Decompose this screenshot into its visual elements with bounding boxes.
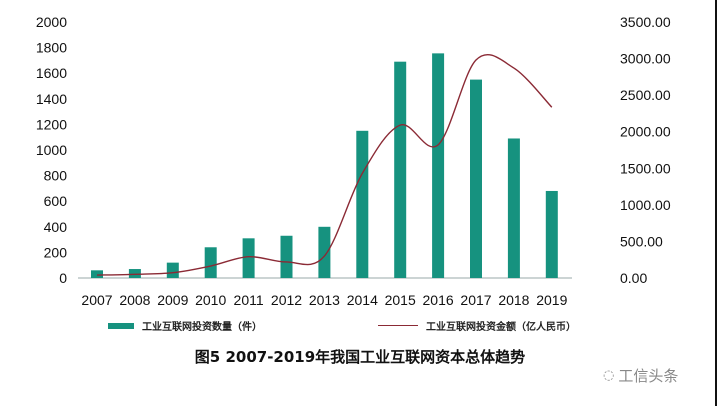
watermark-text: 工信头条: [618, 367, 679, 385]
y-left-tick-label: 1600: [36, 65, 67, 81]
bar-2016: [432, 53, 445, 278]
y-right-tick-label: 500.00: [620, 233, 663, 249]
legend-item-bar: 工业互联网投资数量（件）: [108, 318, 262, 333]
x-tick-label: 2010: [195, 292, 226, 308]
bar-2011: [242, 238, 255, 278]
bar-2013: [318, 226, 331, 278]
legend-item-line: 工业互联网投资金额（亿人民币）: [378, 318, 576, 333]
y-left-tick-label: 1400: [36, 91, 67, 107]
legend-swatch-bar: [108, 322, 134, 329]
x-tick-label: 2016: [423, 292, 454, 308]
x-tick-label: 2007: [81, 292, 112, 308]
y-left-tick-label: 200: [44, 244, 68, 260]
x-tick-label: 2011: [234, 292, 264, 308]
y-right-tick-label: 0.00: [620, 270, 647, 286]
right-border: [715, 0, 717, 406]
y-left-tick-label: 2000: [36, 14, 67, 30]
watermark: ◌ 工信头条: [603, 365, 678, 386]
y-right-tick-label: 2500.00: [620, 87, 671, 103]
chart-title: 图5 2007-2019年我国工业互联网资本总体趋势: [194, 348, 526, 366]
y-right-tick-label: 1500.00: [620, 160, 671, 176]
bar-2018: [507, 138, 520, 278]
wechat-icon: ◌: [603, 368, 615, 383]
legend-label-bar: 工业互联网投资数量（件）: [142, 322, 262, 333]
x-tick-label: 2017: [460, 292, 491, 308]
bar-2010: [204, 247, 217, 278]
y-right-tick-label: 1000.00: [620, 197, 671, 213]
chart: 0 200 400 600 800 1000 1200 1400 1600 1800 2000 0.0…: [36, 14, 671, 308]
legend-swatch-line: [378, 325, 418, 326]
x-tick-label: 2009: [157, 292, 188, 308]
y-right-tick-label: 3000.00: [620, 51, 671, 67]
y-left-tick-label: 600: [44, 193, 68, 209]
x-tick-label: 2018: [498, 292, 529, 308]
bar-2007: [91, 270, 103, 278]
bar-2012: [280, 235, 293, 278]
x-tick-label: 2008: [119, 292, 150, 308]
bar-2015: [394, 61, 407, 279]
bar-2008: [128, 269, 141, 278]
x-tick-label: 2015: [385, 292, 416, 308]
y-left-tick-label: 1000: [36, 142, 67, 158]
y-left-tick-label: 1200: [36, 116, 67, 132]
x-tick-label: 2014: [347, 292, 378, 308]
legend-label-line: 工业互联网投资金额（亿人民币）: [426, 322, 576, 333]
y-right-tick-label: 3500.00: [620, 14, 671, 30]
bar-2009: [166, 262, 179, 278]
bar-2014: [356, 130, 369, 278]
x-tick-label: 2013: [309, 292, 340, 308]
y-left-tick-label: 1800: [36, 40, 67, 56]
y-left-tick-label: 0: [59, 270, 67, 286]
y-left-tick-label: 400: [44, 219, 68, 235]
y-right-tick-label: 2000.00: [620, 124, 671, 140]
bar-2017: [470, 79, 482, 278]
y-left-tick-label: 800: [44, 168, 68, 184]
bar-2019: [545, 190, 558, 278]
x-tick-label: 2019: [536, 292, 567, 308]
x-tick-label: 2012: [271, 292, 302, 308]
